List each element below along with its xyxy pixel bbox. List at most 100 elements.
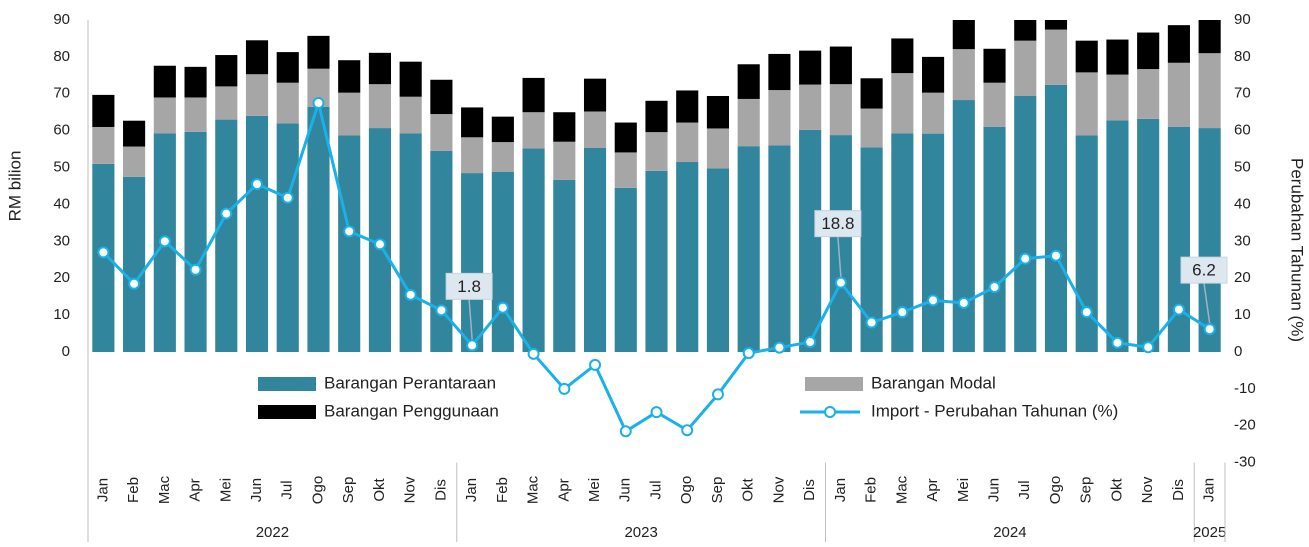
legend-label: Barangan Penggunaan <box>324 401 499 420</box>
bar-segment <box>491 171 514 352</box>
legend-label: Barangan Perantaraan <box>324 373 496 392</box>
bar-segment <box>92 94 115 127</box>
y2-tick-label: 10 <box>1234 306 1251 323</box>
line-marker <box>312 97 325 109</box>
y2-tick-label: 50 <box>1234 159 1251 176</box>
bar-segment <box>860 147 883 352</box>
bar-segment <box>1137 118 1160 353</box>
y-tick-label: 40 <box>53 195 70 212</box>
x-tick-label: Jul <box>279 480 296 499</box>
line-marker <box>435 304 448 317</box>
line-marker <box>742 347 755 360</box>
bar-segment <box>553 179 576 352</box>
x-tick-label: Apr <box>924 478 941 501</box>
bar-segment <box>338 60 361 93</box>
group-label: 2022 <box>256 524 289 541</box>
line-marker <box>189 263 202 276</box>
x-tick-label: Sep <box>340 477 357 504</box>
x-tick-label: Nov <box>770 476 787 503</box>
line-marker <box>927 294 940 307</box>
bar-segment <box>307 106 330 352</box>
x-tick-label: Jan <box>1201 478 1218 502</box>
bar-segment <box>430 114 453 151</box>
bar-segment <box>276 52 299 83</box>
line-marker <box>773 341 786 354</box>
line-marker <box>496 301 509 314</box>
bar-segment <box>891 38 914 74</box>
callout-box <box>814 210 862 238</box>
bar-segment <box>1198 53 1221 129</box>
bar-segment <box>891 73 914 134</box>
line-marker <box>1203 323 1216 336</box>
line-marker <box>128 277 141 290</box>
legend-label: Barangan Modal <box>871 373 996 392</box>
x-tick-label: Apr <box>187 478 204 501</box>
bar-segment <box>583 78 607 112</box>
bar-segment <box>799 84 822 130</box>
y2-tick-label: -30 <box>1234 454 1256 471</box>
bar-segment <box>983 48 1006 83</box>
bar-segment <box>1075 72 1098 136</box>
bar-segment <box>706 128 730 169</box>
data-label: 18.8 <box>821 214 854 233</box>
y2-tick-label: 30 <box>1234 232 1251 249</box>
bar-segment <box>1044 29 1068 85</box>
x-tick-label: Mac <box>893 475 910 504</box>
x-tick-label: Jul <box>1016 480 1033 499</box>
bar-segment <box>92 126 115 164</box>
bar-segment <box>153 65 176 98</box>
bar-segment <box>676 122 699 163</box>
bar-segment <box>829 135 852 352</box>
bar-segment <box>676 162 699 352</box>
group-label: 2024 <box>993 524 1026 541</box>
bar-segment <box>245 115 269 353</box>
x-tick-label: Nov <box>1139 476 1156 503</box>
bar-segment <box>1167 126 1190 352</box>
bar-segment <box>983 82 1006 127</box>
line-marker <box>834 276 847 289</box>
bar-segment <box>737 64 760 99</box>
bar-segment <box>1075 135 1098 352</box>
callout-leader <box>837 236 842 277</box>
bar-segment <box>1014 95 1037 352</box>
legend-swatch <box>805 377 863 391</box>
x-tick-label: Feb <box>494 477 511 503</box>
bar-segment <box>860 78 883 109</box>
line-marker <box>220 207 233 220</box>
bar-segment <box>430 79 453 115</box>
bar-segment <box>399 133 422 352</box>
bar-segment <box>491 116 514 143</box>
bar-segment <box>368 84 391 129</box>
bar-segment <box>829 84 852 136</box>
bar-segment <box>123 146 146 177</box>
bar-segment <box>1106 39 1129 75</box>
x-tick-label: Nov <box>402 476 419 503</box>
bar-segment <box>522 112 545 149</box>
bar-segment <box>1198 128 1221 352</box>
bar-segment <box>276 82 299 124</box>
line-marker <box>1049 249 1062 262</box>
bar-segment <box>307 35 330 69</box>
bar-segment <box>184 66 207 98</box>
y-tick-label: 30 <box>53 232 70 249</box>
line-marker <box>158 235 171 248</box>
line-marker <box>957 296 970 309</box>
y2-tick-label: 90 <box>1234 11 1251 28</box>
bar-segment <box>1014 20 1037 41</box>
bar-segment <box>768 90 791 146</box>
x-tick-label: Jan <box>463 478 480 502</box>
bar-segment <box>153 97 176 134</box>
bar-segment <box>1137 69 1160 119</box>
legend-swatch <box>258 405 316 419</box>
y2-tick-label: 40 <box>1234 195 1251 212</box>
x-tick-label: Mac <box>525 475 542 504</box>
line-marker <box>343 225 356 238</box>
bar-segment <box>553 112 576 142</box>
line-marker <box>404 288 417 301</box>
bar-segment <box>215 86 238 120</box>
bar-segment <box>676 90 699 123</box>
bar-segment <box>338 92 361 136</box>
x-tick-label: Okt <box>1108 478 1125 502</box>
line-marker <box>527 347 540 360</box>
line-marker <box>558 382 571 395</box>
